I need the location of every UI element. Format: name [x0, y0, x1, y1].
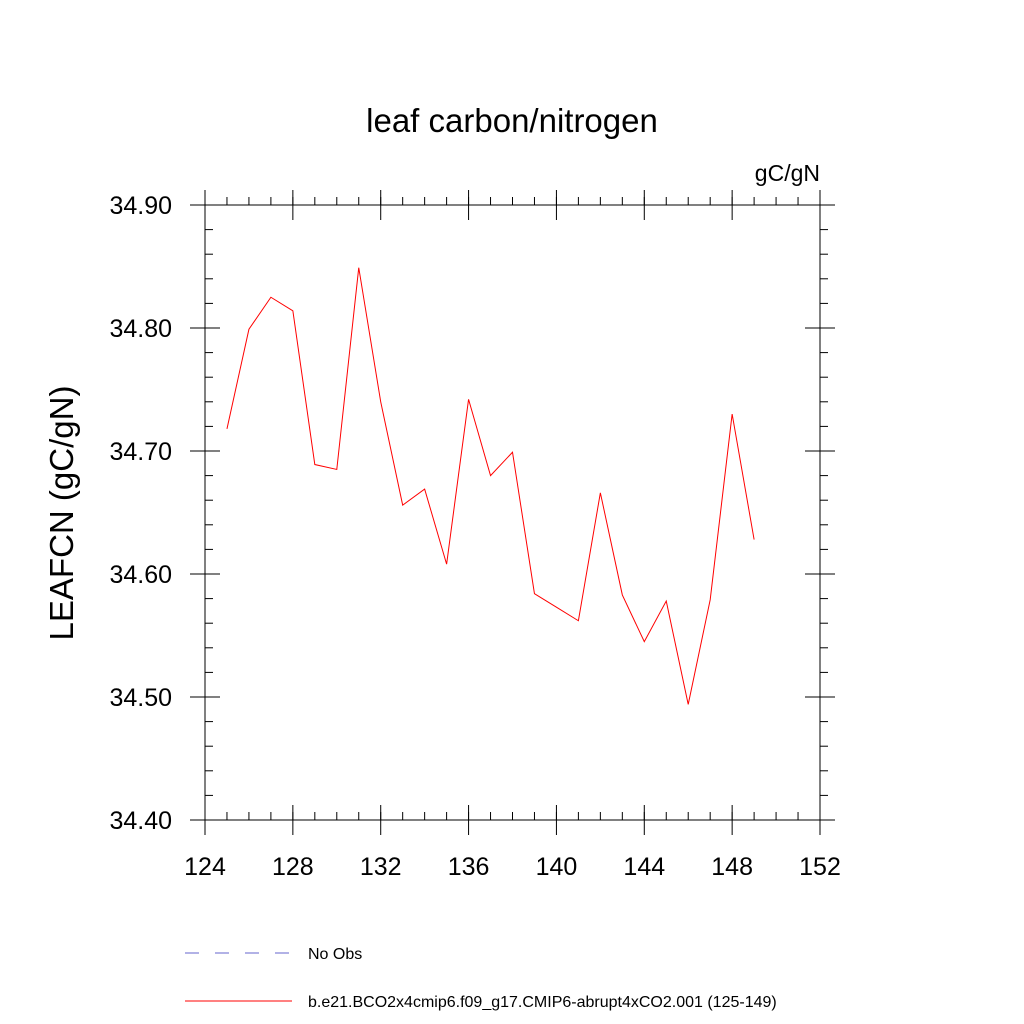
y-tick-label: 34.80 — [109, 315, 172, 343]
chart-title: leaf carbon/nitrogen — [366, 102, 658, 139]
legend-label-model-run: b.e21.BCO2x4cmip6.f09_g17.CMIP6-abrupt4x… — [308, 994, 777, 1011]
x-tick-label: 144 — [623, 853, 665, 881]
series-line-model-run — [226, 267, 755, 705]
y-tick-label: 34.50 — [109, 684, 172, 712]
legend: No Obs b.e21.BCO2x4cmip6.f09_g17.CMIP6-a… — [185, 946, 777, 1011]
y-tick-labels: 34.40 34.50 34.60 34.70 34.80 34.90 — [109, 192, 172, 835]
axis-ticks — [190, 190, 835, 835]
x-tick-label: 148 — [711, 853, 753, 881]
units-label: gC/gN — [755, 160, 820, 186]
y-tick-label: 34.90 — [109, 192, 172, 220]
plot-frame — [204, 204, 821, 821]
x-tick-labels: 124 128 132 136 140 144 148 152 — [184, 853, 841, 881]
x-tick-label: 136 — [448, 853, 490, 881]
x-tick-label: 124 — [184, 853, 226, 881]
x-tick-label: 140 — [536, 853, 578, 881]
legend-label-no-obs: No Obs — [308, 946, 362, 963]
y-axis-label: LEAFCN (gC/gN) — [43, 386, 80, 641]
y-tick-label: 34.40 — [109, 807, 172, 835]
plot-series — [226, 267, 755, 705]
x-tick-label: 128 — [272, 853, 314, 881]
x-tick-label: 132 — [360, 853, 402, 881]
y-tick-label: 34.70 — [109, 438, 172, 466]
y-tick-label: 34.60 — [109, 561, 172, 589]
x-tick-label: 152 — [799, 853, 841, 881]
